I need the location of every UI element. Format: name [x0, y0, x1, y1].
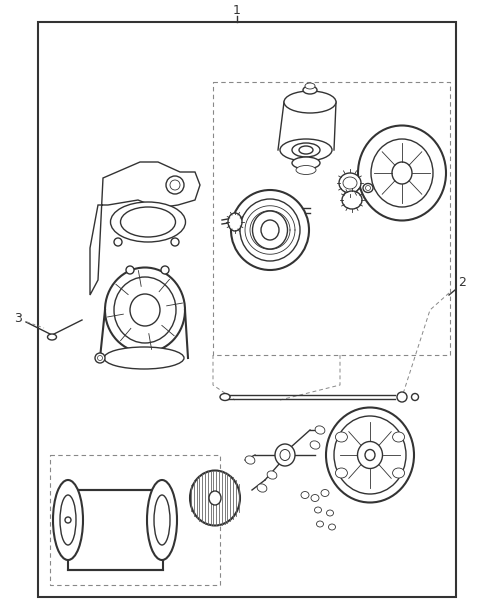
- Ellipse shape: [365, 186, 371, 191]
- Ellipse shape: [363, 183, 373, 192]
- Bar: [38, 22, 456, 597]
- Ellipse shape: [292, 143, 320, 157]
- Ellipse shape: [321, 489, 329, 497]
- Ellipse shape: [275, 444, 295, 466]
- Ellipse shape: [228, 213, 242, 231]
- Ellipse shape: [245, 456, 255, 464]
- Ellipse shape: [371, 139, 433, 207]
- Circle shape: [171, 238, 179, 246]
- Ellipse shape: [411, 393, 419, 400]
- Ellipse shape: [315, 426, 325, 434]
- Ellipse shape: [311, 494, 319, 502]
- Ellipse shape: [261, 220, 279, 240]
- Ellipse shape: [358, 125, 446, 221]
- Ellipse shape: [110, 202, 185, 242]
- Ellipse shape: [130, 294, 160, 326]
- Ellipse shape: [336, 432, 348, 442]
- Ellipse shape: [220, 393, 230, 400]
- Ellipse shape: [95, 353, 105, 363]
- Ellipse shape: [190, 470, 240, 525]
- Ellipse shape: [299, 146, 313, 154]
- Ellipse shape: [336, 468, 348, 478]
- Ellipse shape: [48, 334, 57, 340]
- Text: 3: 3: [14, 312, 22, 324]
- Ellipse shape: [334, 416, 406, 494]
- Ellipse shape: [343, 177, 357, 189]
- Bar: [68, 490, 163, 570]
- Ellipse shape: [60, 495, 76, 545]
- Ellipse shape: [292, 157, 320, 169]
- Ellipse shape: [303, 86, 317, 94]
- Ellipse shape: [393, 468, 405, 478]
- Ellipse shape: [53, 480, 83, 560]
- Ellipse shape: [105, 268, 185, 353]
- Ellipse shape: [296, 166, 316, 175]
- Ellipse shape: [393, 432, 405, 442]
- Ellipse shape: [358, 442, 383, 469]
- Ellipse shape: [147, 480, 177, 560]
- Ellipse shape: [342, 191, 362, 209]
- Text: 1: 1: [233, 4, 241, 18]
- Ellipse shape: [392, 162, 412, 184]
- Polygon shape: [90, 162, 200, 295]
- Circle shape: [161, 266, 169, 274]
- Ellipse shape: [397, 392, 407, 402]
- Ellipse shape: [301, 491, 309, 499]
- Ellipse shape: [154, 495, 170, 545]
- Text: 2: 2: [458, 277, 466, 290]
- Ellipse shape: [326, 510, 334, 516]
- Ellipse shape: [209, 491, 221, 505]
- Ellipse shape: [365, 450, 375, 461]
- Ellipse shape: [310, 441, 320, 449]
- Ellipse shape: [231, 190, 309, 270]
- Ellipse shape: [284, 91, 336, 113]
- Ellipse shape: [104, 347, 184, 369]
- Ellipse shape: [166, 176, 184, 194]
- Ellipse shape: [339, 173, 361, 193]
- Ellipse shape: [257, 484, 267, 492]
- Ellipse shape: [120, 207, 176, 237]
- Ellipse shape: [97, 356, 103, 360]
- Ellipse shape: [326, 408, 414, 502]
- Ellipse shape: [316, 521, 324, 527]
- Ellipse shape: [314, 507, 322, 513]
- Ellipse shape: [280, 450, 290, 461]
- Circle shape: [114, 238, 122, 246]
- Ellipse shape: [280, 139, 332, 161]
- Ellipse shape: [114, 277, 176, 343]
- Ellipse shape: [305, 83, 315, 89]
- Ellipse shape: [328, 524, 336, 530]
- Ellipse shape: [252, 211, 288, 249]
- Circle shape: [65, 517, 71, 523]
- Ellipse shape: [170, 180, 180, 190]
- Ellipse shape: [240, 199, 300, 261]
- Ellipse shape: [267, 471, 277, 479]
- Circle shape: [126, 266, 134, 274]
